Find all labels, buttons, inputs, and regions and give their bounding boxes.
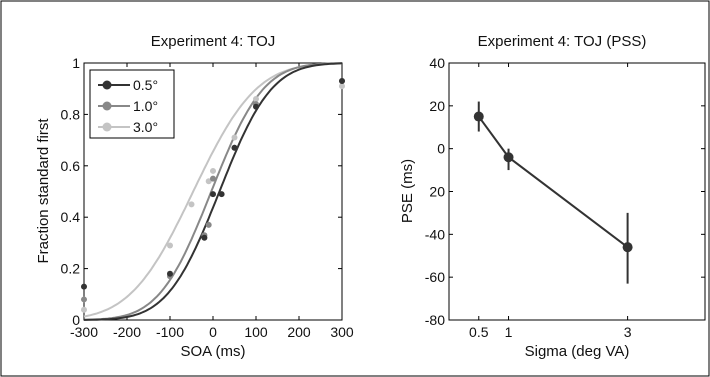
data-point [210,167,216,174]
pse-chart: Experiment 4: TOJ (PSS) 40 20 0 20 -40 -60 -80… [399,33,706,360]
data-point [622,242,633,253]
chart1-y-axis: 0 0.2 0.4 0.6 0.8 1 [61,55,342,328]
data-point [218,191,225,198]
data-point [231,134,238,141]
chart1-legend: 0.5° 1.0° 3.0° [89,69,175,139]
fit-curve-0 [84,62,343,321]
chart1-data-points [81,77,345,313]
data-point [167,270,173,277]
x-tick-label: 0.5 [469,324,489,340]
x-tick-label: 1 [505,324,513,340]
x-tick-label: -100 [156,324,184,340]
chart1-x-axis: -300 -200 -100 0 100 200 300 [70,63,354,340]
x-tick-label: 300 [330,324,354,340]
data-point [253,95,259,102]
chart1-fit-curves [83,62,343,321]
chart2-y-axis: 40 20 0 20 -40 -60 -80 [425,55,705,328]
y-tick-label: 0.2 [61,261,81,277]
data-point [231,144,238,151]
data-point [503,152,514,163]
chart1-ylabel: Fraction standard first [35,118,52,264]
data-point [205,221,212,228]
x-tick-label: -300 [70,324,98,340]
chart2-title: Experiment 4: TOJ (PSS) [478,33,647,50]
data-point [81,296,87,303]
data-point [253,103,259,110]
x-tick-label: 100 [244,324,268,340]
y-tick-label: 0.8 [61,106,81,122]
data-point [188,201,195,208]
data-point [167,242,173,249]
y-tick-label: 20 [429,184,445,200]
x-tick-label: -200 [113,324,141,340]
y-tick-label: 0 [72,312,80,328]
legend-label: 0.5° [133,77,158,93]
data-point [210,175,216,182]
y-tick-label: 0.6 [61,158,81,174]
y-tick-label: 20 [429,98,445,114]
data-point [339,77,345,84]
y-tick-label: -80 [425,312,445,328]
legend-label: 1.0° [133,98,158,114]
x-tick-label: 3 [624,324,632,340]
x-tick-label: 0 [209,324,217,340]
fit-curve-1 [83,62,342,321]
y-tick-label: 40 [429,55,445,71]
data-point [473,111,484,122]
chart2-x-axis: 0.5 1 3 [469,63,632,340]
legend-marker [102,80,112,90]
data-point [81,306,87,313]
chart2-ylabel: PSE (ms) [399,159,416,223]
y-tick-label: -40 [425,226,445,242]
legend-label: 3.0° [133,119,158,135]
chart2-series [473,101,633,284]
y-tick-label: -60 [425,269,445,285]
chart1-title: Experiment 4: TOJ [151,33,276,50]
data-point [201,234,208,241]
legend-marker [102,122,112,132]
data-point [81,283,87,290]
y-tick-label: 0.4 [61,209,81,225]
chart2-xlabel: Sigma (deg VA) [525,343,630,360]
data-point [210,191,216,198]
y-tick-label: 0 [437,141,445,157]
x-tick-label: 200 [287,324,311,340]
y-tick-label: 1 [72,55,80,71]
chart2-plot-area [448,62,706,321]
series-line [477,115,629,248]
chart1-xlabel: SOA (ms) [180,343,245,360]
legend-marker [102,101,112,111]
psychometric-chart: Experiment 4: TOJ 0 0.2 0.4 0.6 0.8 1 -300 -20… [35,33,354,360]
data-point [339,83,345,90]
